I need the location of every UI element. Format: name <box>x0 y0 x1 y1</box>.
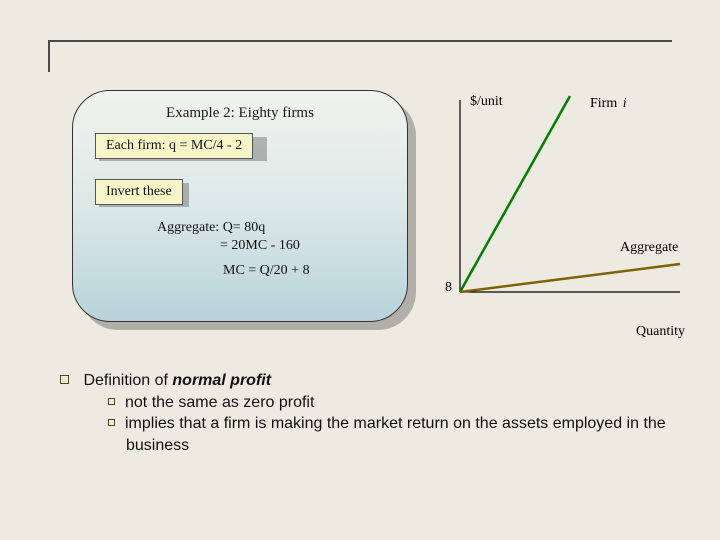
aggregate-block: Aggregate: Q= 80q = 20MC - 160 <box>157 219 300 255</box>
mc-line: MC = Q/20 + 8 <box>223 263 310 279</box>
example-card: Example 2: Eighty firms Each firm: q = M… <box>72 90 408 322</box>
pill-each-firm: Each firm: q = MC/4 - 2 <box>95 133 253 159</box>
bullet-icon <box>60 375 69 384</box>
definition-heading: Definition of normal profit <box>83 372 271 389</box>
firm-label: Firm i <box>590 96 627 112</box>
definition-block: Definition of normal profit not the same… <box>60 370 680 456</box>
aggregate-line2: = 20MC - 160 <box>157 237 300 255</box>
chart-svg <box>440 92 690 322</box>
sub-bullet-icon <box>108 419 115 426</box>
definition-sub2-row: implies that a firm is making the market… <box>108 413 680 456</box>
origin-label: 8 <box>445 280 452 296</box>
card-title: Example 2: Eighty firms <box>73 91 407 122</box>
header-rule-h <box>48 40 672 42</box>
sub-bullet-icon <box>108 398 115 405</box>
pill-invert: Invert these <box>95 179 183 205</box>
y-axis-label: $/unit <box>470 94 503 110</box>
supply-chart: $/unit Firm i Aggregate 8 Quantity <box>440 92 690 322</box>
definition-heading-prefix: Definition of <box>83 372 172 389</box>
x-axis-label: Quantity <box>636 324 685 340</box>
definition-sub1-row: not the same as zero profit <box>108 392 680 414</box>
aggregate-line1: Aggregate: Q= 80q <box>157 219 300 237</box>
firm-label-i: i <box>621 96 627 111</box>
aggregate-supply-line <box>460 264 680 292</box>
definition-heading-term: normal profit <box>172 372 271 389</box>
definition-sub1: not the same as zero profit <box>125 394 314 411</box>
header-rule-v <box>48 40 50 72</box>
definition-heading-row: Definition of normal profit <box>60 370 680 392</box>
aggregate-label: Aggregate <box>620 240 678 256</box>
firm-supply-line <box>460 96 570 292</box>
definition-sub2: implies that a firm is making the market… <box>125 415 666 454</box>
firm-label-text: Firm <box>590 96 617 111</box>
